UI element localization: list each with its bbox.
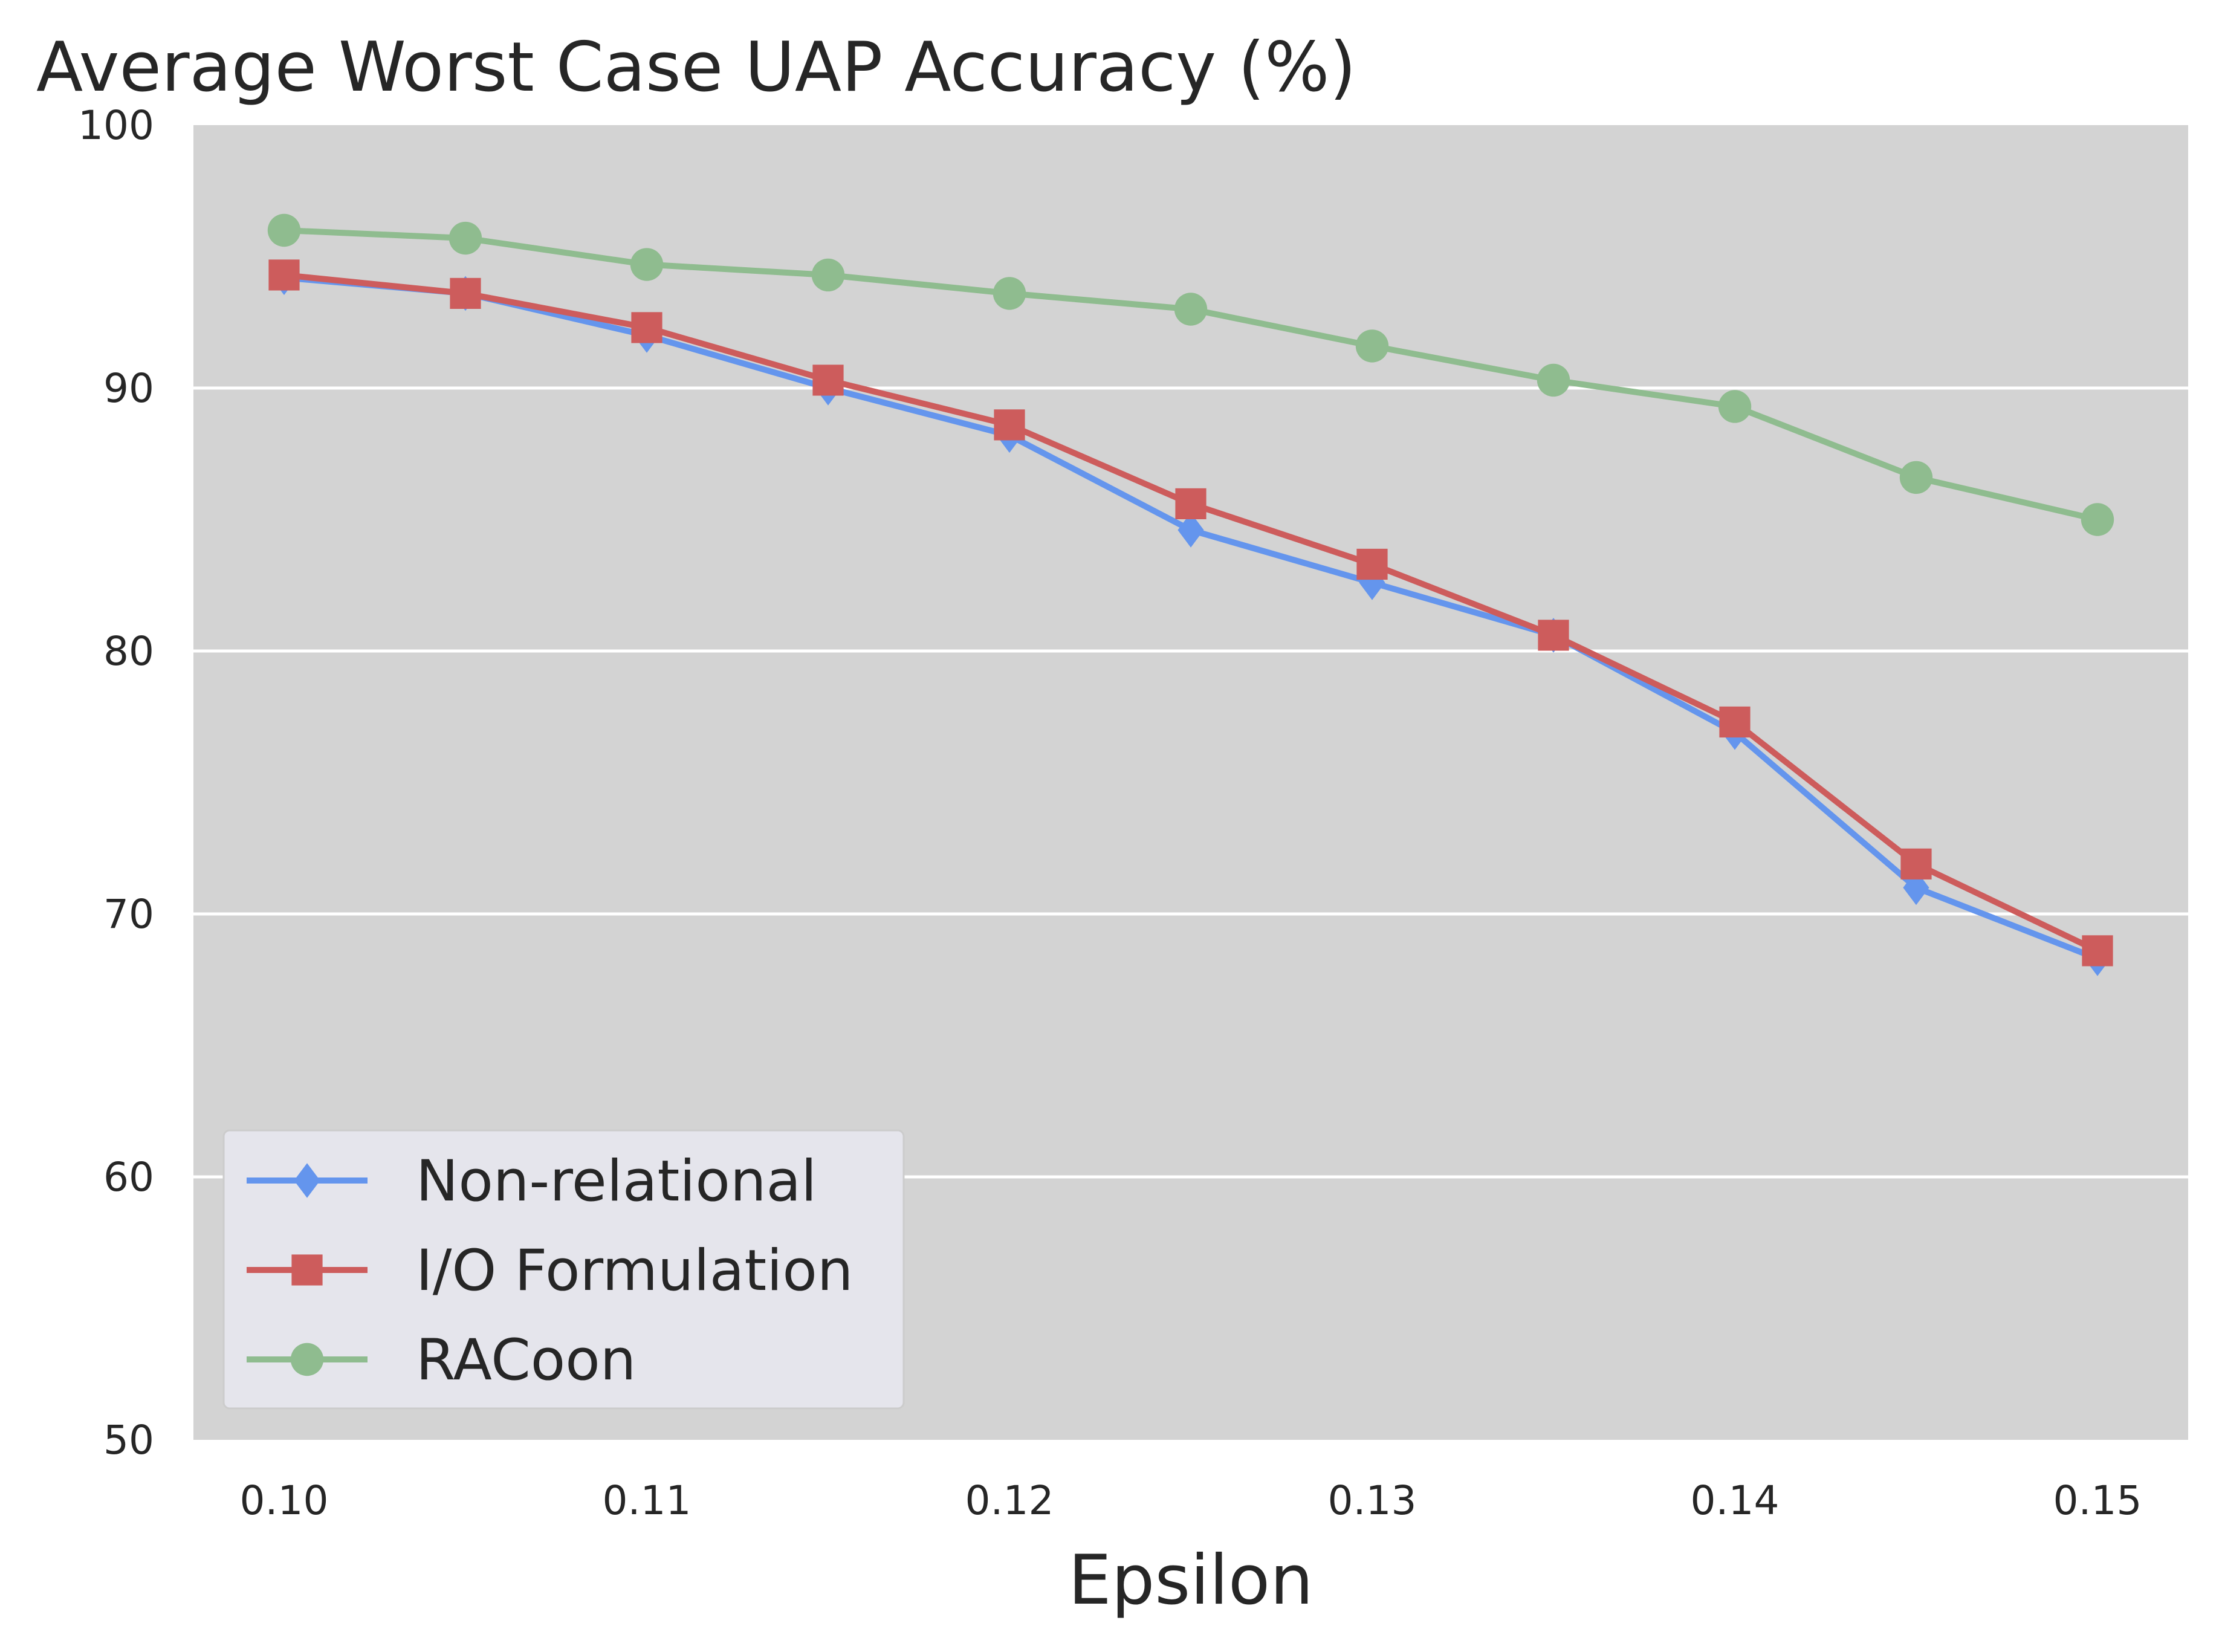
- legend-marker: [294, 1163, 320, 1198]
- series-3: [267, 213, 2114, 536]
- data-point: [1177, 513, 1204, 548]
- data-point: [1900, 848, 1932, 879]
- legend-label: RACoon: [416, 1327, 636, 1393]
- chart-title: Average Worst Case UAP Accuracy (%): [36, 27, 1356, 107]
- legend-marker: [291, 1254, 323, 1286]
- y-tick-label: 60: [103, 1154, 154, 1200]
- legend-item: I/O Formulation: [247, 1238, 853, 1304]
- legend-label: Non-relational: [416, 1148, 817, 1214]
- x-axis-label: Epsilon: [1068, 1540, 1313, 1620]
- data-point: [811, 258, 845, 292]
- data-point: [1719, 706, 1751, 738]
- x-tick-label: 0.12: [965, 1477, 1054, 1524]
- data-point: [450, 277, 481, 309]
- data-point: [994, 409, 1025, 441]
- data-point: [2081, 503, 2114, 536]
- data-point: [630, 248, 664, 281]
- y-tick-label: 80: [103, 628, 154, 675]
- y-tick-label: 50: [103, 1417, 154, 1463]
- x-tick-label: 0.11: [603, 1477, 692, 1524]
- data-point: [1175, 488, 1207, 519]
- y-tick-label: 90: [103, 365, 154, 412]
- x-tick-label: 0.13: [1328, 1477, 1417, 1524]
- legend-label: I/O Formulation: [416, 1238, 853, 1304]
- data-point: [1538, 620, 1569, 651]
- legend-item: RACoon: [247, 1327, 636, 1393]
- data-point: [993, 277, 1026, 310]
- data-point: [1356, 548, 1388, 580]
- data-point: [449, 221, 482, 255]
- series-2: [268, 259, 2113, 967]
- y-tick-label: 70: [103, 891, 154, 938]
- data-point: [1174, 293, 1208, 326]
- data-point: [1718, 390, 1752, 423]
- data-point: [268, 259, 300, 291]
- data-point: [2082, 935, 2113, 967]
- data-point: [1537, 363, 1570, 397]
- data-point: [1355, 329, 1389, 363]
- data-point: [1899, 461, 1933, 494]
- y-axis-ticks: 50 60 70 80 90 100: [78, 102, 154, 1463]
- series-group: [267, 213, 2114, 976]
- x-tick-label: 0.15: [2053, 1477, 2142, 1524]
- x-axis-ticks: 0.10 0.11 0.12 0.13 0.14 0.15: [240, 1477, 2142, 1524]
- data-point: [812, 364, 844, 396]
- legend: Non-relational I/O Formulation RACoon: [222, 1129, 905, 1410]
- data-point: [631, 312, 662, 343]
- legend-marker: [290, 1343, 324, 1376]
- legend-item: Non-relational: [247, 1148, 817, 1214]
- y-tick-label: 100: [78, 102, 154, 149]
- legend-box: [222, 1129, 905, 1410]
- x-tick-label: 0.14: [1691, 1477, 1780, 1524]
- x-tick-label: 0.10: [240, 1477, 329, 1524]
- data-point: [267, 213, 301, 247]
